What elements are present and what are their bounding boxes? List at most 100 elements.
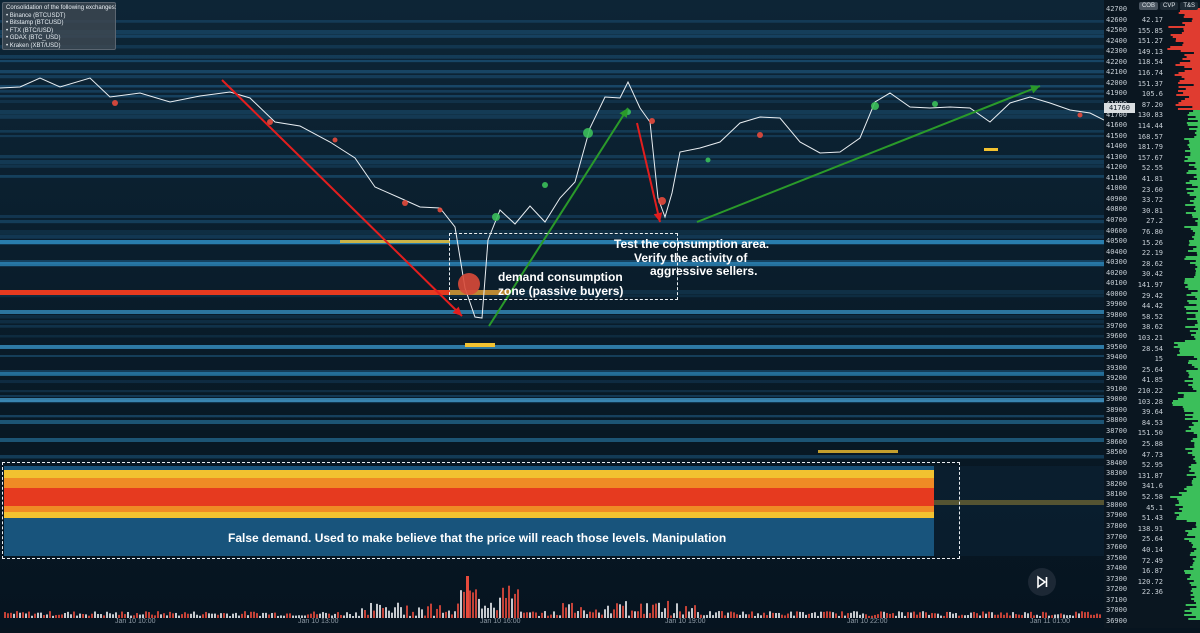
profile-bar bbox=[1188, 466, 1200, 468]
profile-bar bbox=[1184, 278, 1200, 280]
volume-bar bbox=[13, 613, 15, 618]
price-tick: 38400 bbox=[1106, 458, 1128, 467]
volume-bar bbox=[757, 613, 759, 618]
profile-bar bbox=[1190, 590, 1200, 592]
tab-cob[interactable]: COB bbox=[1138, 2, 1158, 10]
profile-bar bbox=[1177, 498, 1200, 500]
volume-bar bbox=[538, 615, 540, 618]
profile-bar bbox=[1194, 166, 1200, 168]
volume-bar bbox=[91, 613, 93, 618]
volume-bar bbox=[676, 603, 678, 618]
profile-bar bbox=[1193, 562, 1200, 564]
liquidity-band bbox=[0, 355, 1104, 358]
skip-to-live-button[interactable] bbox=[1028, 568, 1056, 596]
price-tick: 39400 bbox=[1106, 353, 1128, 362]
profile-bar bbox=[1186, 122, 1200, 124]
volume-tick: 103.28 bbox=[1137, 397, 1163, 406]
profile-bar bbox=[1195, 220, 1200, 222]
profile-bar bbox=[1175, 40, 1200, 42]
volume-tick: 38.62 bbox=[1141, 323, 1163, 332]
volume-bar bbox=[607, 605, 609, 618]
volume-bar bbox=[49, 611, 51, 618]
volume-bar bbox=[304, 615, 306, 618]
price-tick: 39600 bbox=[1106, 332, 1128, 341]
profile-bar bbox=[1184, 160, 1200, 162]
profile-bar bbox=[1194, 276, 1200, 278]
volume-bar bbox=[442, 612, 444, 618]
profile-bar bbox=[1189, 96, 1200, 98]
volume-bar bbox=[661, 611, 663, 618]
profile-bar bbox=[1188, 164, 1200, 166]
volume-tick: 151.37 bbox=[1137, 79, 1163, 88]
profile-bar bbox=[1196, 134, 1200, 136]
profile-bar bbox=[1196, 522, 1200, 524]
profile-bar bbox=[1194, 444, 1200, 446]
profile-bar bbox=[1195, 264, 1200, 266]
liquidity-band bbox=[0, 372, 1104, 376]
volume-bar bbox=[904, 615, 906, 618]
volume-bar bbox=[1006, 612, 1008, 618]
trade-bubble bbox=[402, 200, 408, 206]
continuation-arrow-head bbox=[1030, 85, 1040, 94]
volume-bar bbox=[463, 591, 465, 618]
profile-bar bbox=[1197, 224, 1200, 226]
volume-bar bbox=[589, 611, 591, 618]
volume-bar bbox=[637, 611, 639, 618]
profile-bar bbox=[1178, 90, 1200, 92]
volume-bar bbox=[76, 615, 78, 618]
volume-bar bbox=[1048, 615, 1050, 618]
price-tick: 41600 bbox=[1106, 121, 1128, 130]
tab-ts[interactable]: T&S bbox=[1180, 2, 1198, 10]
profile-bar bbox=[1189, 142, 1200, 144]
heatmap-chart[interactable]: Consolidation of the following exchanges… bbox=[0, 0, 1104, 628]
profile-bar bbox=[1188, 372, 1200, 374]
volume-bar bbox=[514, 593, 516, 618]
volume-bar bbox=[202, 614, 204, 618]
volume-bar bbox=[268, 614, 270, 618]
profile-bar bbox=[1179, 62, 1200, 64]
volume-bar bbox=[559, 615, 561, 618]
profile-bar bbox=[1185, 448, 1200, 450]
volume-bar bbox=[556, 614, 558, 618]
profile-bar bbox=[1192, 106, 1200, 108]
profile-bar bbox=[1187, 534, 1200, 536]
volume-bar bbox=[103, 615, 105, 618]
profile-bar bbox=[1197, 254, 1200, 256]
profile-bar bbox=[1193, 458, 1200, 460]
volume-bar bbox=[964, 615, 966, 618]
volume-bar bbox=[358, 615, 360, 618]
volume-tick: 28.54 bbox=[1141, 344, 1163, 353]
profile-bar bbox=[1174, 512, 1200, 514]
profile-bar bbox=[1197, 434, 1200, 436]
volume-bar bbox=[394, 607, 396, 618]
profile-bar bbox=[1189, 242, 1200, 244]
profile-bar bbox=[1191, 482, 1200, 484]
volume-bar bbox=[718, 611, 720, 618]
profile-bar bbox=[1183, 28, 1200, 30]
volume-tick: 22.36 bbox=[1141, 588, 1163, 597]
profile-bar bbox=[1197, 358, 1200, 360]
profile-bar bbox=[1197, 186, 1200, 188]
price-tick: 37300 bbox=[1106, 574, 1128, 583]
liquidity-band bbox=[0, 175, 1104, 178]
liquidity-band bbox=[934, 466, 1104, 556]
volume-bar bbox=[634, 611, 636, 618]
volume-bar bbox=[382, 607, 384, 618]
liquidity-band bbox=[0, 70, 1104, 74]
profile-bar bbox=[1191, 480, 1200, 482]
volume-bar bbox=[820, 611, 822, 618]
liquidity-band bbox=[0, 85, 1104, 88]
volume-bar bbox=[625, 601, 627, 618]
profile-bar bbox=[1184, 572, 1200, 574]
price-tick: 41400 bbox=[1106, 142, 1128, 151]
price-tick: 39100 bbox=[1106, 384, 1128, 393]
liquidity-band bbox=[0, 75, 1104, 79]
volume-bar bbox=[1057, 614, 1059, 618]
tab-cvp[interactable]: CVP bbox=[1159, 2, 1179, 10]
price-tick: 38600 bbox=[1106, 437, 1128, 446]
volume-bar bbox=[148, 612, 150, 618]
legend-title: Consolidation of the following exchanges… bbox=[6, 5, 117, 11]
volume-tick: 151.27 bbox=[1137, 37, 1163, 46]
volume-bar bbox=[622, 605, 624, 618]
profile-bar bbox=[1195, 460, 1200, 462]
